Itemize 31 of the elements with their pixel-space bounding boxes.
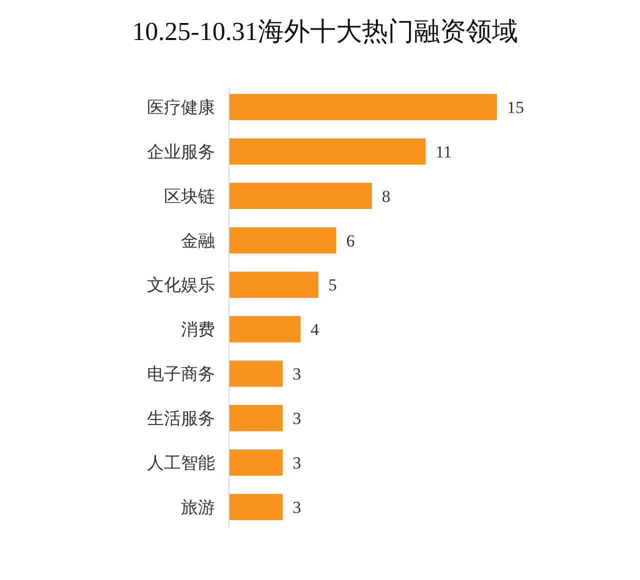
data-label: 3 [292,454,302,473]
bar [229,316,300,342]
bar [229,360,283,387]
bar [229,182,372,209]
data-label: 15 [507,98,524,117]
data-label: 3 [292,364,302,384]
bar [229,272,318,298]
y-tick-label: 企业服务 [147,142,215,162]
bar [229,449,283,476]
y-tick-label: 生活服务 [147,409,215,428]
y-tick-label: 医疗健康 [147,98,215,117]
data-label: 8 [382,186,390,206]
data-label: 11 [436,142,452,162]
y-tick-label: 旅游 [181,498,215,517]
y-tick-label: 文化娱乐 [147,276,215,295]
y-tick-label: 电子商务 [147,364,215,384]
data-label: 4 [310,320,320,340]
y-tick-label: 区块链 [164,186,215,206]
data-label: 6 [346,231,355,250]
bar [229,405,283,432]
data-label: 3 [292,498,302,517]
data-label: 5 [328,276,337,295]
bar [229,227,336,254]
bar [229,494,283,520]
y-tick-label: 人工智能 [147,454,215,473]
y-tick-label: 消费 [181,320,215,340]
chart-title: 10.25-10.31海外十大热门融资领域 [132,17,518,46]
bar [229,94,497,120]
bar [229,138,426,165]
data-label: 3 [292,409,302,428]
y-tick-label: 金融 [181,231,215,250]
